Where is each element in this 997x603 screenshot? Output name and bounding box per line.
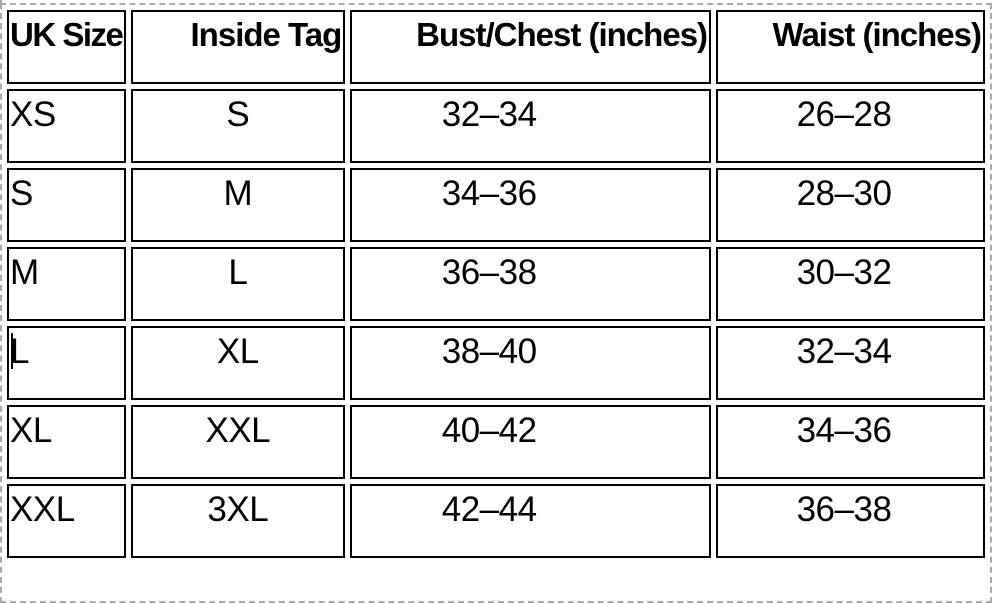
table-cell[interactable]: 28–30 bbox=[716, 168, 985, 242]
table-cell[interactable]: L bbox=[131, 247, 346, 321]
table-cell[interactable]: XL bbox=[7, 405, 127, 479]
table-cell[interactable]: XL bbox=[131, 326, 346, 400]
column-header-bust-chest[interactable]: Bust/Chest (inches) bbox=[350, 10, 712, 84]
column-header-inside-tag[interactable]: Inside Tag bbox=[131, 10, 346, 84]
table-cell[interactable]: M bbox=[7, 247, 127, 321]
table-row-header: UK Size Inside Tag Bust/Chest (inches) W… bbox=[7, 10, 985, 84]
table-cell-with-cursor[interactable]: L bbox=[7, 326, 127, 400]
table-cell[interactable]: 3XL bbox=[131, 484, 346, 558]
table-row-s: S M 34–36 28–30 bbox=[7, 168, 985, 242]
table-cell[interactable]: XXL bbox=[7, 484, 127, 558]
table-cell[interactable]: S bbox=[7, 168, 127, 242]
table-cell[interactable]: 36–38 bbox=[716, 484, 985, 558]
editable-table-frame: UK Size Inside Tag Bust/Chest (inches) W… bbox=[0, 3, 992, 603]
column-header-uk-size[interactable]: UK Size bbox=[7, 10, 127, 84]
table-cell[interactable]: 32–34 bbox=[350, 89, 712, 163]
table-cell[interactable]: 42–44 bbox=[350, 484, 712, 558]
table-row-xs: XS S 32–34 26–28 bbox=[7, 89, 985, 163]
table-row-xxl: XXL 3XL 42–44 36–38 bbox=[7, 484, 985, 558]
table-row-xl: XL XXL 40–42 34–36 bbox=[7, 405, 985, 479]
table-cell[interactable]: 26–28 bbox=[716, 89, 985, 163]
table-cell[interactable]: XXL bbox=[131, 405, 346, 479]
table-cell[interactable]: 34–36 bbox=[716, 405, 985, 479]
column-header-waist[interactable]: Waist (inches) bbox=[716, 10, 985, 84]
table-row-m: M L 36–38 30–32 bbox=[7, 247, 985, 321]
table-cell[interactable]: 38–40 bbox=[350, 326, 712, 400]
table-cell[interactable]: XS bbox=[7, 89, 127, 163]
table-cell[interactable]: S bbox=[131, 89, 346, 163]
table-cell[interactable]: 30–32 bbox=[716, 247, 985, 321]
text-cursor bbox=[11, 333, 13, 369]
table-cell[interactable]: M bbox=[131, 168, 346, 242]
table-cell[interactable]: 36–38 bbox=[350, 247, 712, 321]
table-cell[interactable]: 40–42 bbox=[350, 405, 712, 479]
cell-text: L bbox=[10, 332, 29, 371]
table-row-l: L XL 38–40 32–34 bbox=[7, 326, 985, 400]
table-cell[interactable]: 34–36 bbox=[350, 168, 712, 242]
table-cell[interactable]: 32–34 bbox=[716, 326, 985, 400]
size-chart-table: UK Size Inside Tag Bust/Chest (inches) W… bbox=[2, 5, 990, 563]
